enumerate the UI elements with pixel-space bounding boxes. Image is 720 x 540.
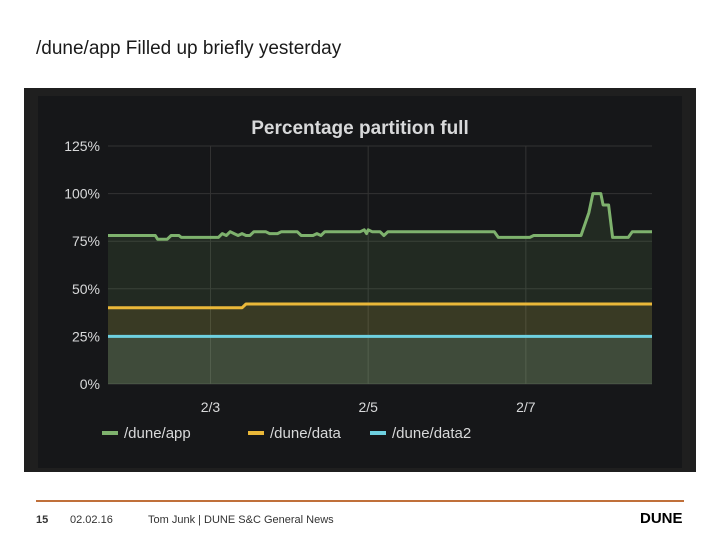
footer-page-number: 15: [36, 514, 49, 526]
series-line: [108, 302, 652, 310]
legend-label: /dune/app: [124, 425, 191, 442]
y-tick-label: 50%: [72, 281, 100, 297]
footer-date: 02.02.16: [70, 514, 113, 526]
chart-panel: 125% 100% 75% 50% 25% 0% 2/3 2/5 2/7 /dune/app/d…: [24, 88, 696, 472]
y-tick-label: 75%: [72, 233, 100, 249]
legend-label: /dune/data2: [392, 425, 471, 442]
axis-layer: 125% 100% 75% 50% 25% 0% 2/3 2/5 2/7: [64, 138, 536, 415]
area-layer: [108, 193, 652, 384]
x-tick-label: 2/3: [201, 399, 221, 415]
legend-label: /dune/data: [270, 425, 342, 442]
chart-panel-inner: 125% 100% 75% 50% 25% 0% 2/3 2/5 2/7 /dune/app/d…: [38, 96, 682, 468]
y-tick-label: 25%: [72, 328, 100, 344]
series-area: [108, 304, 652, 384]
legend-layer: /dune/app/dune/data/dune/data2: [102, 425, 471, 442]
line-layer: [108, 192, 652, 338]
slide-title: /dune/app Filled up briefly yesterday: [36, 38, 342, 59]
y-tick-label: 100%: [64, 186, 100, 202]
x-tick-label: 2/7: [516, 399, 536, 415]
series-area: [108, 336, 652, 384]
series-line: [108, 192, 652, 241]
y-tick-label: 0%: [80, 376, 100, 392]
footer-divider: [36, 500, 684, 502]
x-tick-label: 2/5: [358, 399, 378, 415]
y-tick-label: 125%: [64, 138, 100, 154]
chart-title: Percentage partition full: [251, 118, 468, 139]
chart-svg: 125% 100% 75% 50% 25% 0% 2/3 2/5 2/7 /dune/app/d…: [64, 118, 652, 442]
dune-logo: DUNE: [640, 510, 683, 527]
footer-text: Tom Junk | DUNE S&C General News: [148, 514, 334, 526]
